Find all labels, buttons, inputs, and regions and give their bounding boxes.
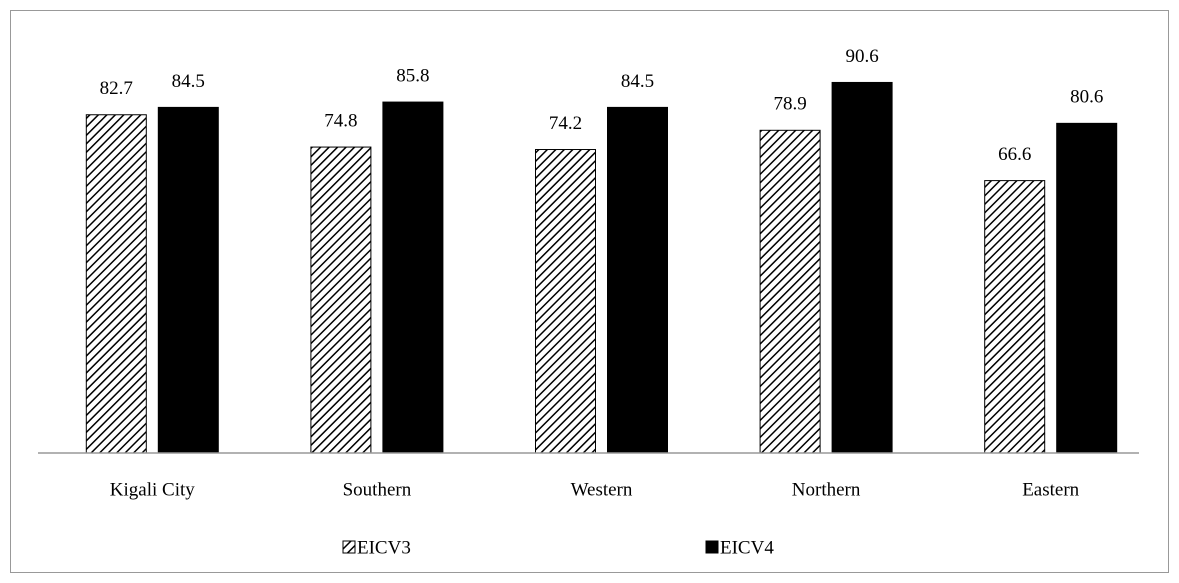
x-tick-label: Southern — [343, 479, 412, 500]
value-label: 80.6 — [1070, 87, 1103, 108]
value-label: 82.7 — [100, 78, 133, 99]
x-tick-label: Western — [571, 479, 633, 500]
x-tick-label: Eastern — [1022, 479, 1079, 500]
x-tick-label: Northern — [792, 479, 861, 500]
legend-label: EICV4 — [720, 537, 774, 558]
bar — [157, 106, 219, 454]
value-label: 84.5 — [172, 71, 205, 92]
value-label: 85.8 — [396, 65, 429, 86]
value-label: 66.6 — [998, 144, 1031, 165]
value-label: 74.8 — [324, 110, 357, 131]
bar — [607, 106, 668, 454]
bar — [759, 129, 821, 454]
bar — [984, 180, 1046, 454]
legend-swatch — [705, 540, 719, 554]
bar — [831, 81, 893, 454]
value-label: 74.2 — [549, 113, 582, 134]
bar — [382, 101, 444, 454]
legend-label: EICV3 — [357, 537, 411, 558]
bar — [310, 146, 372, 454]
bar — [535, 149, 596, 454]
value-label: 78.9 — [773, 94, 806, 115]
bar — [85, 114, 147, 454]
value-label: 90.6 — [845, 46, 878, 67]
value-label: 84.5 — [621, 71, 654, 92]
bar — [1056, 122, 1118, 454]
x-tick-label: Kigali City — [110, 479, 195, 500]
legend-swatch — [342, 540, 356, 554]
